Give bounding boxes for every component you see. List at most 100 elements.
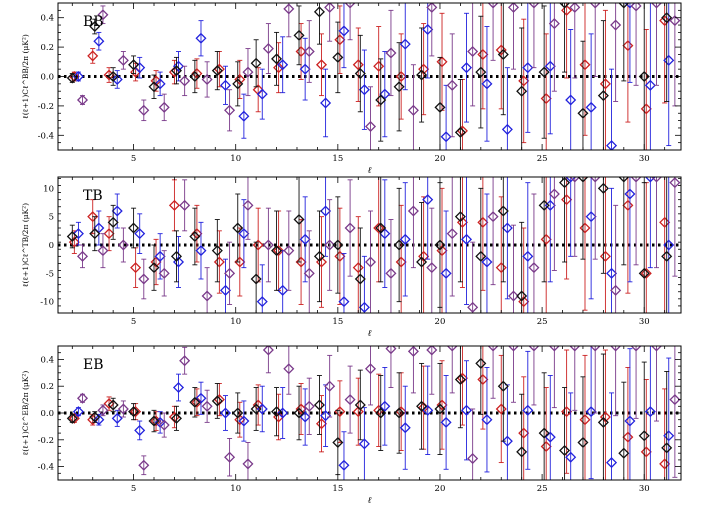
bb-diamond-point — [544, 60, 556, 72]
bb-diamond-point — [481, 78, 493, 90]
tb-diamond-point — [179, 199, 191, 211]
tb-diamond-point — [630, 177, 642, 183]
eb-diamond-point — [313, 399, 325, 411]
tb-diamond-point — [354, 273, 366, 285]
tb-diamond-point — [495, 262, 507, 274]
tb-diamond-point — [295, 256, 307, 268]
tb-series-2 — [76, 177, 681, 313]
bb-diamond-point — [569, 3, 581, 13]
bb-diamond-point — [661, 12, 673, 24]
tb-y-tick-label: 0 — [49, 241, 54, 251]
bb-x-axis-label: ℓ — [368, 166, 372, 176]
eb-diamond-point — [544, 431, 556, 443]
eb-diamond-point — [440, 416, 452, 428]
bb-diamond-point — [334, 34, 346, 46]
eb-diamond-point — [76, 392, 89, 404]
eb-diamond-point — [358, 438, 370, 450]
eb-diamond-point — [338, 459, 350, 471]
bb-y-tick-label: 0.0 — [40, 73, 54, 83]
eb-diamond-point — [644, 406, 656, 418]
eb-diamond-point — [262, 346, 274, 356]
bb-diamond-point — [461, 62, 473, 74]
eb-diamond-point — [352, 406, 364, 418]
tb-diamond-point — [522, 250, 534, 262]
eb-y-tick-label: -0.4 — [38, 463, 54, 473]
tb-diamond-point — [293, 213, 305, 226]
tb-x-tick-label: 15 — [332, 317, 343, 327]
eb-diamond-point — [375, 407, 387, 419]
eb-diamond-point — [454, 373, 466, 386]
tb-diamond-point — [659, 216, 671, 228]
eb-diamond-point — [622, 431, 634, 443]
tb-series-3 — [66, 177, 673, 313]
tb-diamond-point — [66, 230, 78, 243]
bb-diamond-point — [211, 65, 223, 77]
tb-diamond-point — [89, 228, 101, 240]
bb-series-3 — [66, 3, 673, 150]
eb-diamond-point — [497, 380, 509, 392]
tb-diamond-point — [618, 177, 630, 183]
tb-diamond-point — [540, 233, 552, 245]
eb-diamond-point — [283, 363, 295, 375]
bb-diamond-point — [440, 131, 452, 143]
eb-panel-label: EB — [83, 357, 104, 373]
bb-diamond-point — [467, 45, 479, 58]
tb-diamond-point — [111, 205, 123, 217]
tb-diamond-point — [224, 267, 236, 279]
tb-diamond-point — [273, 245, 285, 257]
eb-diamond-point — [324, 380, 336, 392]
tb-diamond-point — [87, 211, 99, 223]
tb-plot-frame — [57, 176, 682, 314]
tb-diamond-point — [610, 284, 622, 296]
eb-diamond-point — [201, 400, 213, 412]
eb-diamond-point — [434, 403, 446, 415]
bb-diamond-point — [128, 59, 140, 71]
bb-diamond-point — [606, 140, 618, 150]
eb-diamond-point — [422, 404, 434, 416]
eb-diamond-point — [548, 346, 560, 352]
tb-diamond-point — [303, 267, 315, 279]
bb-diamond-point — [507, 3, 520, 13]
bb-diamond-point — [385, 47, 397, 59]
eb-diamond-point — [271, 406, 283, 418]
tb-diamond-point — [134, 228, 146, 240]
bb-diamond-point — [179, 75, 191, 87]
eb-panel: 5 10 15 20 25 30 -0.4 -0.2 0.0 0.2 0.4 ℓ ℓ(ℓ+1)Cℓ^EB… — [21, 345, 682, 506]
eb-x-axis-label: ℓ — [368, 496, 372, 506]
eb-diamond-point — [522, 404, 534, 416]
eb-diamond-point — [416, 400, 428, 412]
eb-diamond-point — [461, 404, 473, 416]
tb-diamond-point — [232, 222, 244, 234]
eb-diamond-point — [138, 459, 150, 471]
bb-diamond-point — [630, 3, 642, 12]
eb-diamond-point — [111, 412, 123, 424]
bb-diamond-point — [72, 70, 84, 83]
tb-diamond-point — [577, 177, 589, 183]
tb-diamond-point — [516, 290, 528, 302]
eb-diamond-point — [295, 403, 307, 415]
tb-diamond-point — [219, 284, 232, 296]
eb-diamond-point — [659, 458, 671, 470]
bb-x-tick-label: 15 — [332, 154, 343, 164]
eb-diamond-point — [134, 424, 146, 436]
bb-diamond-point — [107, 70, 119, 83]
eb-diamond-point — [232, 407, 244, 419]
bb-diamond-point — [189, 70, 201, 83]
eb-diamond-point — [577, 436, 589, 448]
tb-x-tick-label: 25 — [537, 317, 548, 327]
tb-diamond-point — [454, 211, 466, 223]
bb-diamond-point — [172, 60, 185, 72]
tb-series-1 — [72, 177, 675, 313]
bb-diamond-point — [273, 62, 285, 74]
eb-diamond-point — [599, 411, 611, 423]
eb-diamond-point — [559, 445, 571, 457]
tb-diamond-point — [579, 222, 591, 234]
bb-diamond-point — [610, 19, 622, 31]
bb-diamond-point — [418, 63, 430, 75]
eb-diamond-point — [501, 435, 513, 447]
tb-diamond-point — [644, 177, 656, 183]
eb-series-3 — [66, 346, 673, 480]
tb-diamond-point — [640, 267, 652, 279]
bb-diamond-point — [644, 79, 656, 91]
eb-diamond-point — [385, 346, 397, 355]
